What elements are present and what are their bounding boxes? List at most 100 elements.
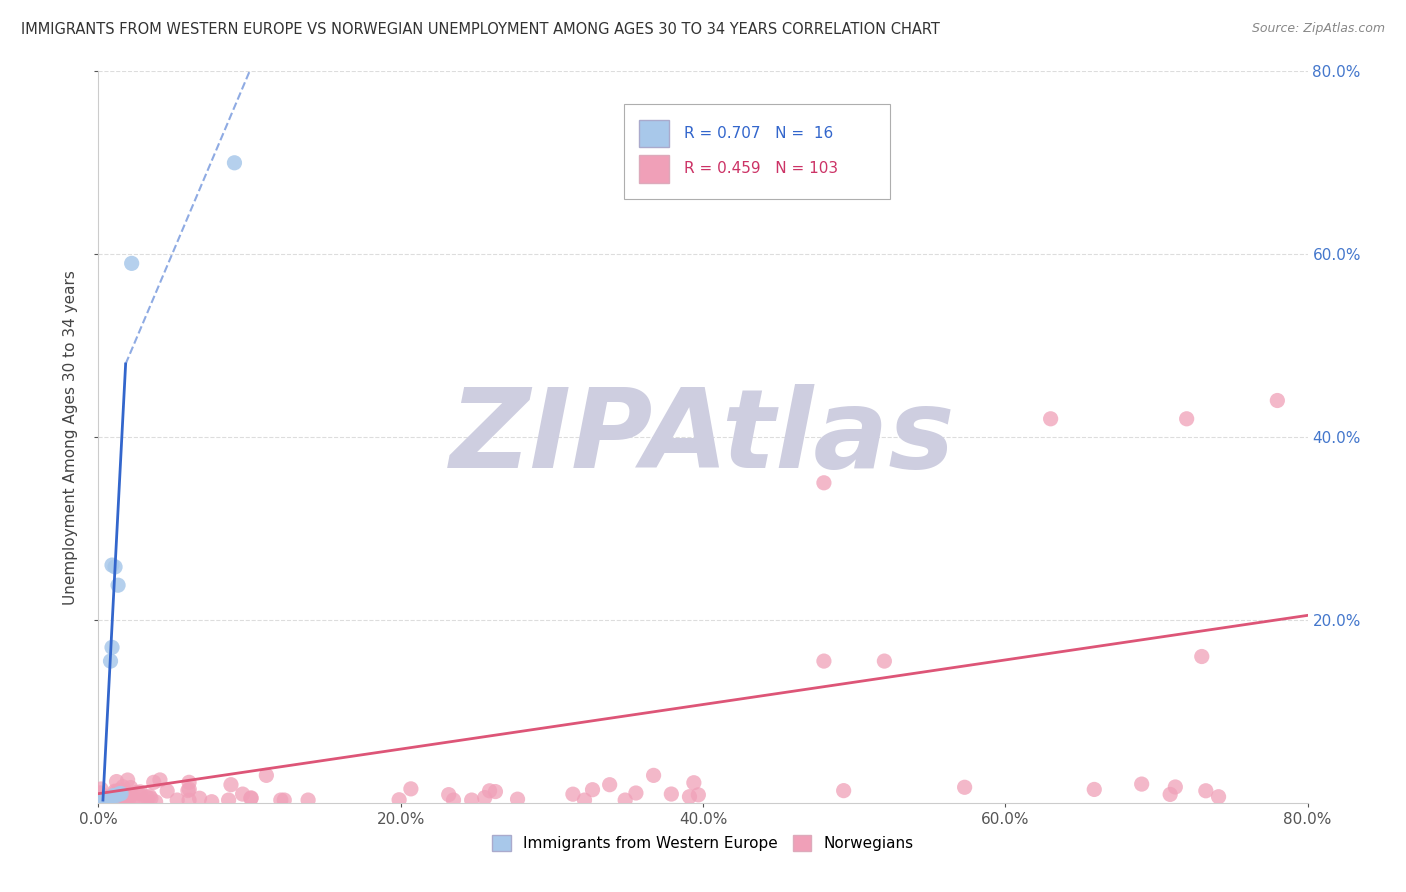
Point [104, 560, 127, 574]
Point [224, 156, 246, 170]
Text: Source: ZipAtlas.com: Source: ZipAtlas.com [1251, 22, 1385, 36]
Point [101, 795, 124, 809]
Point [97, 793, 120, 807]
Point [273, 793, 295, 807]
Point [581, 782, 603, 797]
Point [129, 785, 152, 799]
Point [254, 768, 277, 782]
Point [624, 786, 647, 800]
Point [177, 775, 200, 789]
Point [574, 793, 596, 807]
Point [239, 791, 262, 805]
Point [101, 558, 124, 573]
Point [1083, 782, 1105, 797]
Point [135, 795, 157, 809]
Point [107, 578, 129, 592]
Point [110, 793, 132, 807]
Point [1039, 412, 1062, 426]
Point [91, 794, 114, 808]
Legend: Immigrants from Western Europe, Norwegians: Immigrants from Western Europe, Norwegia… [486, 830, 920, 857]
Point [94, 791, 117, 805]
Point [1175, 412, 1198, 426]
Point [121, 256, 143, 270]
Text: IMMIGRANTS FROM WESTERN EUROPE VS NORWEGIAN UNEMPLOYMENT AMONG AGES 30 TO 34 YEA: IMMIGRANTS FROM WESTERN EUROPE VS NORWEG… [21, 22, 941, 37]
Point [131, 794, 153, 808]
Point [139, 791, 162, 805]
Point [474, 790, 496, 805]
Point [110, 791, 132, 805]
Point [104, 795, 127, 809]
Point [90, 782, 112, 797]
Point [561, 787, 583, 801]
Point [136, 790, 159, 805]
Text: R = 0.707   N =  16: R = 0.707 N = 16 [683, 126, 832, 141]
Point [678, 789, 700, 804]
Point [1208, 789, 1230, 804]
Point [232, 787, 254, 801]
Point [142, 775, 165, 789]
Point [100, 791, 122, 805]
Point [101, 640, 124, 655]
Point [177, 793, 200, 807]
Point [90, 795, 112, 809]
Point [682, 775, 704, 789]
Point [110, 787, 132, 801]
Point [98, 793, 121, 807]
Point [1195, 784, 1218, 798]
Point [125, 785, 148, 799]
Point [96, 792, 118, 806]
Point [219, 778, 242, 792]
Point [112, 791, 135, 805]
Point [105, 774, 128, 789]
Point [117, 793, 139, 807]
Point [107, 792, 129, 806]
Point [100, 654, 122, 668]
Point [149, 772, 172, 787]
Point [643, 768, 665, 782]
Point [813, 654, 835, 668]
Point [122, 791, 145, 805]
Point [1191, 649, 1213, 664]
Point [1267, 393, 1289, 408]
Point [659, 787, 682, 801]
Point [114, 788, 136, 802]
Point [813, 475, 835, 490]
Point [96, 790, 118, 805]
Point [201, 795, 224, 809]
Point [108, 783, 131, 797]
Point [506, 792, 529, 806]
Point [156, 784, 179, 798]
Point [1159, 788, 1181, 802]
Point [107, 792, 129, 806]
Point [873, 654, 896, 668]
Text: ZIPAtlas: ZIPAtlas [450, 384, 956, 491]
Point [94, 792, 117, 806]
Point [98, 792, 121, 806]
Point [100, 793, 122, 807]
Point [117, 772, 139, 787]
Point [599, 778, 621, 792]
Point [103, 789, 125, 803]
Point [179, 782, 201, 797]
Point [96, 795, 118, 809]
Bar [638, 120, 669, 147]
Point [388, 793, 411, 807]
Point [188, 791, 211, 805]
Point [120, 780, 142, 795]
Point [953, 780, 976, 795]
Point [90, 793, 112, 807]
Point [1164, 780, 1187, 794]
Point [104, 784, 127, 798]
Point [89, 786, 111, 800]
Point [111, 784, 134, 798]
Point [240, 790, 263, 805]
Point [108, 787, 131, 801]
Point [138, 789, 160, 803]
Point [93, 795, 115, 809]
Point [128, 787, 150, 801]
Point [115, 792, 138, 806]
Point [832, 783, 855, 797]
Point [110, 787, 132, 801]
Point [111, 788, 134, 802]
Point [105, 789, 128, 803]
